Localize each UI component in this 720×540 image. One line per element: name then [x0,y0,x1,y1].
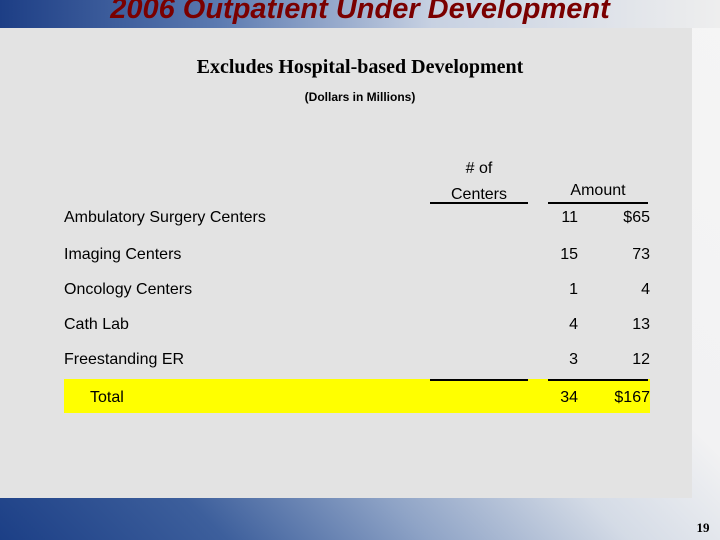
row-amount: 12 [632,351,650,368]
row-centers: 11 [561,209,578,226]
row-label: Freestanding ER [64,351,185,368]
table-row: Ambulatory Surgery Centers 11 $65 [64,206,650,230]
row-centers: 1 [569,281,578,298]
table-row: Freestanding ER 3 12 [64,348,650,372]
total-rule-centers [430,379,528,381]
units-note: (Dollars in Millions) [304,90,416,104]
row-amount: 4 [641,281,650,298]
header-amount: Amount [570,182,626,199]
table-row: Oncology Centers 1 4 [64,278,650,302]
total-rule-amount [548,379,648,381]
header-centers: # of Centers [430,156,528,208]
header-centers-line1: # of [465,160,493,177]
header-centers-line2: Centers [450,186,508,203]
header-rule-amount [548,202,648,204]
header-bar [0,0,720,28]
row-label: Oncology Centers [64,281,193,298]
slide-subtitle: Excludes Hospital-based Development [196,56,524,78]
row-label: Imaging Centers [64,246,182,263]
row-amount: 13 [632,316,650,333]
total-highlight [64,379,650,413]
table-row: Cath Lab 4 13 [64,313,650,337]
page-number: 19 [696,520,710,535]
total-centers: 34 [560,389,578,406]
row-amount: 73 [632,246,650,263]
total-amount: $167 [614,389,650,406]
row-label: Cath Lab [64,316,129,333]
slide-title: 2006 Outpatient Under Development [110,0,610,25]
total-row: Total 34 $167 [64,386,650,410]
content-panel [0,28,692,498]
row-amount: $65 [623,209,650,226]
row-label: Ambulatory Surgery Centers [64,209,266,226]
row-centers: 3 [569,351,578,368]
row-centers: 15 [560,246,578,263]
row-centers: 4 [569,316,578,333]
table-row: Imaging Centers 15 73 [64,243,650,267]
total-label: Total [90,389,124,406]
header-rule-centers [430,202,528,204]
